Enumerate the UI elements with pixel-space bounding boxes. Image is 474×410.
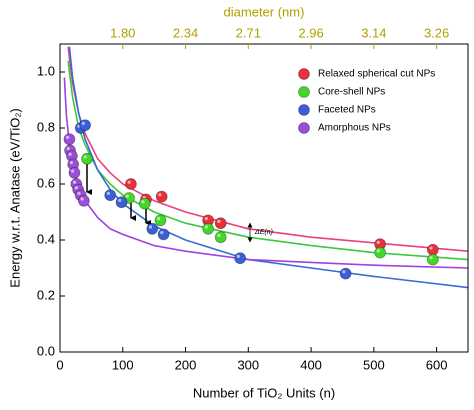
y-tick-label: 0.8 [37,119,55,134]
x2-axis-title: diameter (nm) [224,4,305,19]
point-highlight [342,270,346,274]
data-point [81,152,93,165]
data-point [77,194,90,207]
point-highlight [81,121,85,125]
x2-tick-label: 2.34 [173,25,198,40]
data-point [146,222,159,235]
y-tick-label: 0.4 [37,231,55,246]
x-tick-label: 100 [112,357,134,372]
y-tick-label: 0.2 [37,287,55,302]
data-point [214,231,227,244]
legend-label: Amorphous NPs [318,123,391,134]
data-point [374,246,387,259]
point-highlight [429,246,433,250]
point-highlight [66,147,70,151]
data-point [138,197,151,210]
point-highlight [83,155,87,159]
data-point [157,228,170,241]
x-tick-label: 400 [300,357,322,372]
point-highlight [127,180,131,184]
x2-tick-label: 2.71 [236,25,261,40]
point-highlight [160,231,164,235]
legend-label: Relaxed spherical cut NPs [318,69,435,80]
x-tick-label: 500 [363,357,385,372]
fit-line [67,60,468,261]
x-tick-label: 300 [237,357,259,372]
point-highlight [429,256,433,260]
data-point [154,214,167,227]
legend-marker [298,86,310,98]
y-tick-label: 0.0 [37,343,55,358]
data-point [79,119,92,132]
legend-marker [298,68,310,80]
point-highlight [376,249,380,253]
point-highlight [204,225,208,229]
point-highlight [66,135,70,139]
data-point [155,190,168,203]
point-highlight [157,217,161,221]
data-point [426,243,439,256]
x2-tick-label: 3.26 [424,25,449,40]
point-highlight [74,186,79,190]
point-highlight [80,197,84,201]
x-tick-label: 0 [56,357,63,372]
point-highlight [125,194,129,198]
data-point [68,166,81,179]
data-point [115,196,128,209]
legend-label: Core-shell NPs [318,87,385,98]
x2-tick-label: 1.80 [110,25,135,40]
point-highlight [376,240,380,244]
point-highlight [141,200,145,204]
data-point [234,252,247,265]
legend-label: Faceted NPs [318,105,376,116]
x2-tick-label: 2.96 [298,25,323,40]
point-highlight [68,152,72,156]
data-point [426,253,439,266]
data-point [202,222,215,235]
legend [290,62,462,140]
data-point [214,217,227,230]
annotation: ΔE(n) [254,229,273,236]
point-highlight [69,161,73,165]
x2-tick-label: 3.14 [361,25,386,40]
x-tick-label: 600 [426,357,448,372]
data-point [125,178,137,190]
x-axis-title: Number of TiO₂ Units (n) [193,385,335,400]
point-highlight [217,219,221,223]
point-highlight [72,180,77,184]
data-point [104,189,117,202]
point-highlight [236,254,240,258]
y-tick-label: 0.6 [37,175,55,190]
point-highlight [106,191,111,195]
data-point [339,267,352,280]
point-highlight [71,169,75,173]
point-highlight [118,198,122,202]
legend-marker [298,122,310,134]
point-highlight [77,191,81,195]
legend-marker [298,104,310,116]
point-highlight [217,233,221,237]
point-highlight [204,217,208,221]
plot-frame [59,43,469,353]
y-axis-title: Energy w.r.t. Anatase (eV/TiO₂) [7,108,22,287]
x-tick-label: 200 [175,357,197,372]
point-highlight [148,225,153,229]
y-tick-label: 1.0 [37,63,55,78]
data-point [63,133,76,146]
point-highlight [158,193,162,197]
